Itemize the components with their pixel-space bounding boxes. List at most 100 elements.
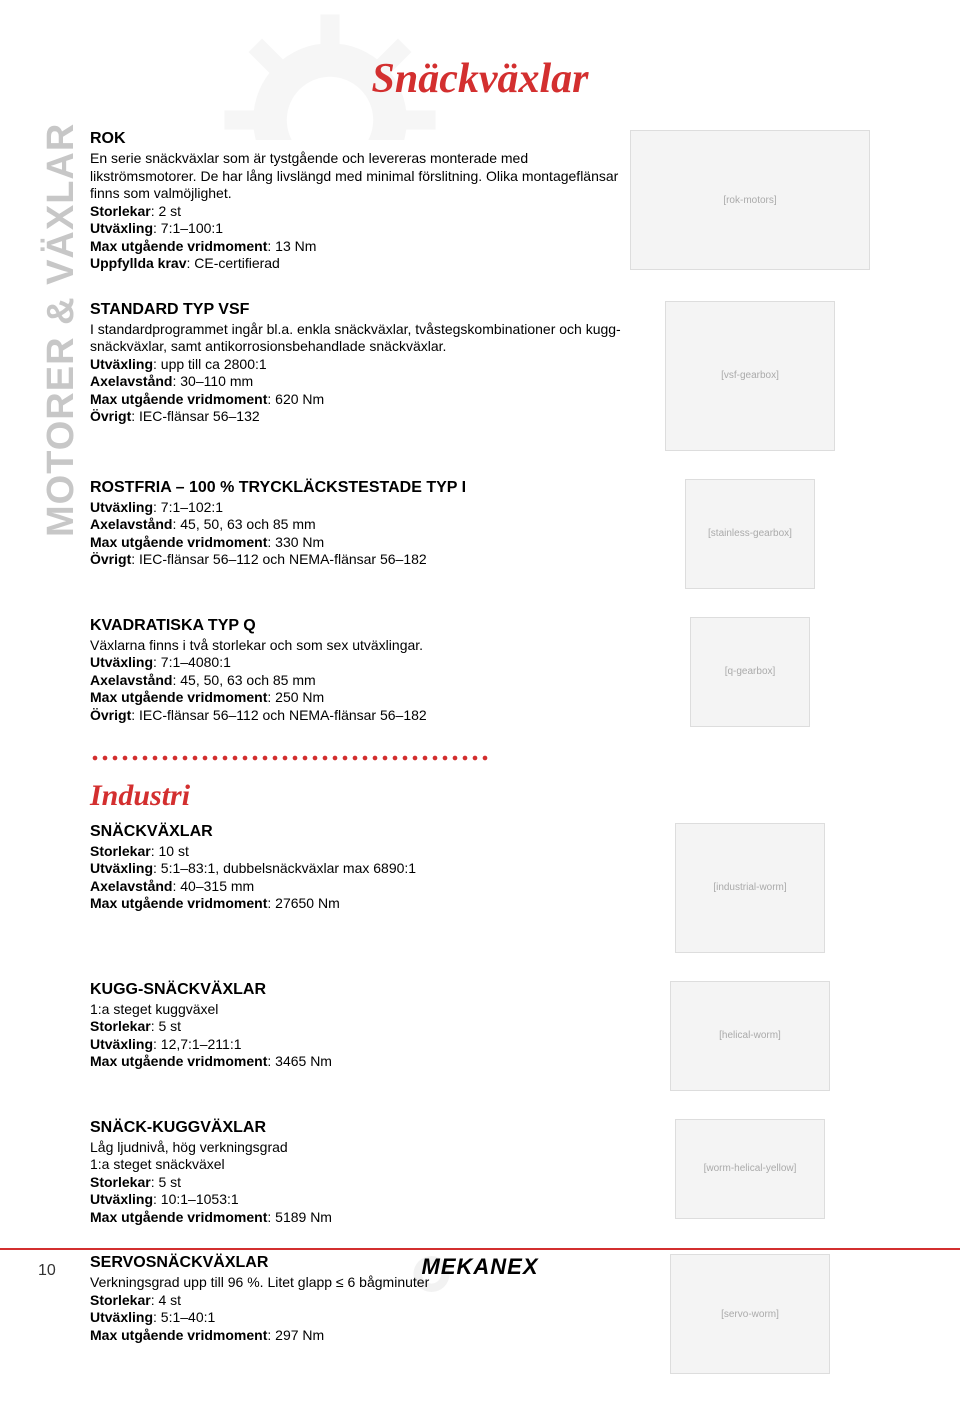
spec-value: : 45, 50, 63 och 85 mm [172,672,315,688]
spec-label: Axelavstånd [90,373,172,389]
spec-value: : 4 st [151,1292,181,1308]
product-description: I standardprogrammet ingår bl.a. enkla s… [90,321,630,356]
spec-value: : 5:1–83:1, dubbelsnäckväxlar max 6890:1 [153,860,416,876]
product-title: KUGG-SNÄCKVÄXLAR [90,981,630,999]
spec-label: Övrigt [90,707,131,723]
spec-value: : 7:1–4080:1 [153,654,231,670]
product-image: [q-gearbox] [690,617,810,727]
product-spec-line: Max utgående vridmoment: 297 Nm [90,1327,630,1345]
product-spec-line: Utväxling: 10:1–1053:1 [90,1191,630,1209]
product-image: [vsf-gearbox] [665,301,835,451]
product-image-container: [helical-worm] [630,981,870,1091]
product-spec-line: Max utgående vridmoment: 13 Nm [90,238,630,256]
product-spec-line: Uppfyllda krav: CE-certifierad [90,255,630,273]
spec-value: : 250 Nm [267,689,324,705]
subheading-industri: Industri [90,779,870,813]
spec-value: : IEC-flänsar 56–112 och NEMA-flänsar 56… [131,707,426,723]
product-title: ROSTFRIA – 100 % TRYCKLÄCKSTESTADE TYP I [90,479,630,497]
product-spec-line: Utväxling: 7:1–4080:1 [90,654,630,672]
spec-label: Max utgående vridmoment [90,1327,267,1343]
spec-label: Axelavstånd [90,516,172,532]
spec-value: : 5 st [151,1174,181,1190]
product-spec-line: Övrigt: IEC-flänsar 56–132 [90,408,630,426]
industri-section: KUGG-SNÄCKVÄXLAR1:a steget kuggväxelStor… [90,981,870,1091]
spec-value: : 30–110 mm [172,373,253,389]
product-title: SNÄCK-KUGGVÄXLAR [90,1119,630,1137]
product-image: [servo-worm] [670,1254,830,1374]
product-spec-line: Utväxling: 5:1–83:1, dubbelsnäckväxlar m… [90,860,630,878]
product-description: En serie snäckväxlar som är tystgående o… [90,150,630,203]
spec-label: Utväxling [90,654,153,670]
product-spec-line: Utväxling: 7:1–102:1 [90,499,630,517]
product-image-container: [rok-motors] [630,130,870,270]
spec-value: : 7:1–100:1 [153,220,223,236]
product-description: Växlarna finns i två storlekar och som s… [90,637,630,655]
spec-label: Max utgående vridmoment [90,1053,267,1069]
product-title: STANDARD TYP VSF [90,301,630,319]
product-spec-line: Storlekar: 4 st [90,1292,630,1310]
product-spec-line: Storlekar: 10 st [90,843,630,861]
spec-value: : upp till ca 2800:1 [153,356,267,372]
product-spec-line: Utväxling: 5:1–40:1 [90,1309,630,1327]
spec-value: : 297 Nm [267,1327,324,1343]
spec-value: : IEC-flänsar 56–132 [131,408,259,424]
spec-label: Storlekar [90,1018,151,1034]
spec-value: : 5189 Nm [267,1209,332,1225]
product-spec-line: Axelavstånd: 45, 50, 63 och 85 mm [90,672,630,690]
upper-section: ROKEn serie snäckväxlar som är tystgåend… [90,130,870,273]
product-spec-line: Axelavstånd: 40–315 mm [90,878,630,896]
spec-label: Storlekar [90,1174,151,1190]
upper-section-text: STANDARD TYP VSF I standardprogrammet ing… [90,301,630,426]
spec-value: : CE-certifierad [186,255,279,271]
product-spec-line: Utväxling: upp till ca 2800:1 [90,356,630,374]
spec-value: : 330 Nm [267,534,324,550]
spec-value: : 40–315 mm [172,878,254,894]
spec-value: : 5:1–40:1 [153,1309,215,1325]
product-spec-line: Max utgående vridmoment: 3465 Nm [90,1053,630,1071]
spec-value: : 45, 50, 63 och 85 mm [172,516,315,532]
section-divider [90,755,490,761]
product-image: [stainless-gearbox] [685,479,815,589]
industri-section-text: SERVOSNÄCKVÄXLARVerkningsgrad upp till 9… [90,1254,630,1344]
product-image-container: [servo-worm] [630,1254,870,1374]
spec-label: Axelavstånd [90,672,172,688]
industri-section-text: SNÄCK-KUGGVÄXLARLåg ljudnivå, hög verkni… [90,1119,630,1227]
main-content: ROKEn serie snäckväxlar som är tystgåend… [90,130,870,1402]
product-title: SNÄCKVÄXLAR [90,823,630,841]
spec-value: : 2 st [151,203,181,219]
product-image-container: [stainless-gearbox] [630,479,870,589]
product-spec-line: Axelavstånd: 45, 50, 63 och 85 mm [90,516,630,534]
spec-value: : 7:1–102:1 [153,499,223,515]
spec-label: Max utgående vridmoment [90,238,267,254]
spec-value: : IEC-flänsar 56–112 och NEMA-flänsar 56… [131,551,426,567]
spec-label: Utväxling [90,1309,153,1325]
spec-label: Utväxling [90,1036,153,1052]
product-spec-line: Storlekar: 2 st [90,203,630,221]
upper-section-text: ROSTFRIA – 100 % TRYCKLÄCKSTESTADE TYP I… [90,479,630,569]
spec-label: Övrigt [90,551,131,567]
product-image-container: [q-gearbox] [630,617,870,727]
spec-label: Storlekar [90,1292,151,1308]
product-spec-line: Axelavstånd: 30–110 mm [90,373,630,391]
spec-label: Max utgående vridmoment [90,1209,267,1225]
spec-label: Utväxling [90,860,153,876]
spec-label: Max utgående vridmoment [90,689,267,705]
spec-label: Max utgående vridmoment [90,391,267,407]
spec-value: : 620 Nm [267,391,324,407]
product-spec-line: Max utgående vridmoment: 27650 Nm [90,895,630,913]
spec-value: : 12,7:1–211:1 [153,1036,241,1052]
industri-section-text: SNÄCKVÄXLAR Storlekar: 10 stUtväxling: 5:… [90,823,630,913]
spec-label: Uppfyllda krav [90,255,186,271]
product-spec-line: Utväxling: 12,7:1–211:1 [90,1036,630,1054]
spec-label: Utväxling [90,220,153,236]
product-spec-line: Max utgående vridmoment: 5189 Nm [90,1209,630,1227]
industri-section: SNÄCK-KUGGVÄXLARLåg ljudnivå, hög verkni… [90,1119,870,1227]
upper-section-text: KVADRATISKA TYP QVäxlarna finns i två st… [90,617,630,725]
product-spec-line: Max utgående vridmoment: 330 Nm [90,534,630,552]
spec-value: : 5 st [151,1018,181,1034]
page-number: 10 [38,1262,56,1280]
product-spec-line: Utväxling: 7:1–100:1 [90,220,630,238]
upper-section: STANDARD TYP VSF I standardprogrammet ing… [90,301,870,451]
product-spec-line: Max utgående vridmoment: 250 Nm [90,689,630,707]
spec-value: : 3465 Nm [267,1053,332,1069]
